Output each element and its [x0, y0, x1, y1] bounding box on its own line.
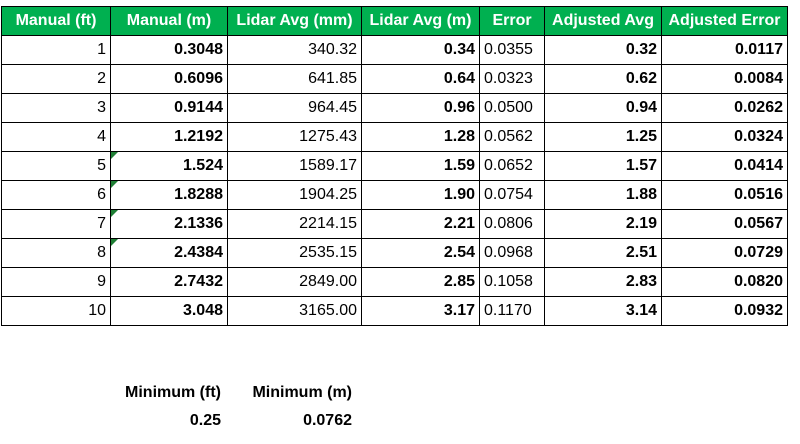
cell-adjusted-avg[interactable]: 0.62: [544, 64, 662, 94]
table-row: 6 1.8288 1904.25 1.90 0.0754 1.88 0.0516: [1, 180, 788, 210]
table-row: 1 0.3048 340.32 0.34 0.0355 0.32 0.0117: [1, 35, 788, 65]
cell-adjusted-avg[interactable]: 1.88: [544, 180, 662, 210]
cell-lidar-avg-mm[interactable]: 340.32: [227, 35, 362, 65]
table-row: 2 0.6096 641.85 0.64 0.0323 0.62 0.0084: [1, 64, 788, 94]
cell-adjusted-error[interactable]: 0.0820: [661, 267, 788, 297]
cell-lidar-avg-mm[interactable]: 1589.17: [227, 151, 362, 181]
cell-error[interactable]: 0.0323: [479, 64, 545, 94]
minimum-summary: Minimum (ft) Minimum (m) 0.25 0.0762: [101, 382, 356, 432]
cell-adjusted-error[interactable]: 0.0262: [661, 93, 788, 123]
header-adjusted-avg[interactable]: Adjusted Avg: [544, 6, 662, 36]
cell-manual-ft[interactable]: 4: [1, 122, 111, 152]
cell-lidar-avg-m[interactable]: 3.17: [361, 296, 480, 326]
cell-lidar-avg-m[interactable]: 2.54: [361, 238, 480, 268]
table-body: 1 0.3048 340.32 0.34 0.0355 0.32 0.0117 2 0.6096…: [1, 35, 788, 326]
cell-lidar-avg-mm[interactable]: 2214.15: [227, 209, 362, 239]
minimum-ft-label[interactable]: Minimum (ft): [125, 384, 221, 401]
cell-manual-ft[interactable]: 1: [1, 35, 111, 65]
header-manual-ft[interactable]: Manual (ft): [1, 6, 111, 36]
cell-lidar-avg-m[interactable]: 1.90: [361, 180, 480, 210]
minimum-m-value[interactable]: 0.0762: [303, 412, 352, 429]
cell-lidar-avg-mm[interactable]: 964.45: [227, 93, 362, 123]
cell-adjusted-avg[interactable]: 2.51: [544, 238, 662, 268]
cell-adjusted-avg[interactable]: 0.94: [544, 93, 662, 123]
minimum-m-label[interactable]: Minimum (m): [252, 384, 352, 401]
table-row: 5 1.524 1589.17 1.59 0.0652 1.57 0.0414: [1, 151, 788, 181]
table-row: 3 0.9144 964.45 0.96 0.0500 0.94 0.0262: [1, 93, 788, 123]
header-lidar-avg-m[interactable]: Lidar Avg (m): [361, 6, 480, 36]
cell-manual-m[interactable]: 2.4384: [110, 238, 228, 268]
cell-lidar-avg-m[interactable]: 1.59: [361, 151, 480, 181]
table-row: 10 3.048 3165.00 3.17 0.1170 3.14 0.0932: [1, 296, 788, 326]
cell-error[interactable]: 0.0968: [479, 238, 545, 268]
data-table: Manual (ft) Manual (m) Lidar Avg (mm) Li…: [1, 6, 788, 326]
cell-manual-m[interactable]: 1.524: [110, 151, 228, 181]
cell-lidar-avg-m[interactable]: 2.21: [361, 209, 480, 239]
cell-lidar-avg-m[interactable]: 0.64: [361, 64, 480, 94]
cell-lidar-avg-m[interactable]: 0.34: [361, 35, 480, 65]
cell-adjusted-avg[interactable]: 1.25: [544, 122, 662, 152]
cell-error[interactable]: 0.0754: [479, 180, 545, 210]
cell-adjusted-avg[interactable]: 3.14: [544, 296, 662, 326]
cell-lidar-avg-mm[interactable]: 3165.00: [227, 296, 362, 326]
cell-manual-m[interactable]: 1.2192: [110, 122, 228, 152]
table-row: 7 2.1336 2214.15 2.21 0.0806 2.19 0.0567: [1, 209, 788, 239]
table-row: 8 2.4384 2535.15 2.54 0.0968 2.51 0.0729: [1, 238, 788, 268]
minimum-ft-value[interactable]: 0.25: [189, 412, 221, 429]
cell-manual-ft[interactable]: 2: [1, 64, 111, 94]
cell-manual-m[interactable]: 3.048: [110, 296, 228, 326]
table-row: 9 2.7432 2849.00 2.85 0.1058 2.83 0.0820: [1, 267, 788, 297]
cell-manual-ft[interactable]: 5: [1, 151, 111, 181]
header-manual-m[interactable]: Manual (m): [110, 6, 228, 36]
cell-manual-m[interactable]: 0.3048: [110, 35, 228, 65]
cell-error[interactable]: 0.0500: [479, 93, 545, 123]
cell-adjusted-avg[interactable]: 2.19: [544, 209, 662, 239]
cell-lidar-avg-mm[interactable]: 2535.15: [227, 238, 362, 268]
cell-manual-m[interactable]: 0.6096: [110, 64, 228, 94]
cell-lidar-avg-mm[interactable]: 641.85: [227, 64, 362, 94]
cell-adjusted-error[interactable]: 0.0729: [661, 238, 788, 268]
cell-adjusted-error[interactable]: 0.0324: [661, 122, 788, 152]
cell-error[interactable]: 0.1170: [479, 296, 545, 326]
header-lidar-avg-mm[interactable]: Lidar Avg (mm): [227, 6, 362, 36]
cell-lidar-avg-m[interactable]: 1.28: [361, 122, 480, 152]
cell-error[interactable]: 0.0355: [479, 35, 545, 65]
cell-manual-ft[interactable]: 6: [1, 180, 111, 210]
cell-lidar-avg-m[interactable]: 0.96: [361, 93, 480, 123]
cell-manual-m[interactable]: 0.9144: [110, 93, 228, 123]
cell-adjusted-error[interactable]: 0.0516: [661, 180, 788, 210]
cell-adjusted-error[interactable]: 0.0414: [661, 151, 788, 181]
cell-lidar-avg-mm[interactable]: 1275.43: [227, 122, 362, 152]
cell-lidar-avg-m[interactable]: 2.85: [361, 267, 480, 297]
cell-manual-ft[interactable]: 10: [1, 296, 111, 326]
cell-manual-m[interactable]: 2.1336: [110, 209, 228, 239]
cell-manual-ft[interactable]: 3: [1, 93, 111, 123]
cell-adjusted-error[interactable]: 0.0117: [661, 35, 788, 65]
cell-error[interactable]: 0.0652: [479, 151, 545, 181]
cell-error[interactable]: 0.0562: [479, 122, 545, 152]
cell-lidar-avg-mm[interactable]: 1904.25: [227, 180, 362, 210]
cell-manual-ft[interactable]: 7: [1, 209, 111, 239]
cell-error[interactable]: 0.1058: [479, 267, 545, 297]
cell-adjusted-avg[interactable]: 1.57: [544, 151, 662, 181]
cell-adjusted-error[interactable]: 0.0084: [661, 64, 788, 94]
header-row: Manual (ft) Manual (m) Lidar Avg (mm) Li…: [1, 6, 788, 36]
cell-adjusted-error[interactable]: 0.0567: [661, 209, 788, 239]
header-error[interactable]: Error: [479, 6, 545, 36]
cell-adjusted-avg[interactable]: 0.32: [544, 35, 662, 65]
cell-manual-m[interactable]: 2.7432: [110, 267, 228, 297]
cell-manual-m[interactable]: 1.8288: [110, 180, 228, 210]
cell-manual-ft[interactable]: 8: [1, 238, 111, 268]
cell-adjusted-avg[interactable]: 2.83: [544, 267, 662, 297]
table-row: 4 1.2192 1275.43 1.28 0.0562 1.25 0.0324: [1, 122, 788, 152]
cell-error[interactable]: 0.0806: [479, 209, 545, 239]
cell-adjusted-error[interactable]: 0.0932: [661, 296, 788, 326]
cell-manual-ft[interactable]: 9: [1, 267, 111, 297]
cell-lidar-avg-mm[interactable]: 2849.00: [227, 267, 362, 297]
header-adjusted-error[interactable]: Adjusted Error: [661, 6, 788, 36]
